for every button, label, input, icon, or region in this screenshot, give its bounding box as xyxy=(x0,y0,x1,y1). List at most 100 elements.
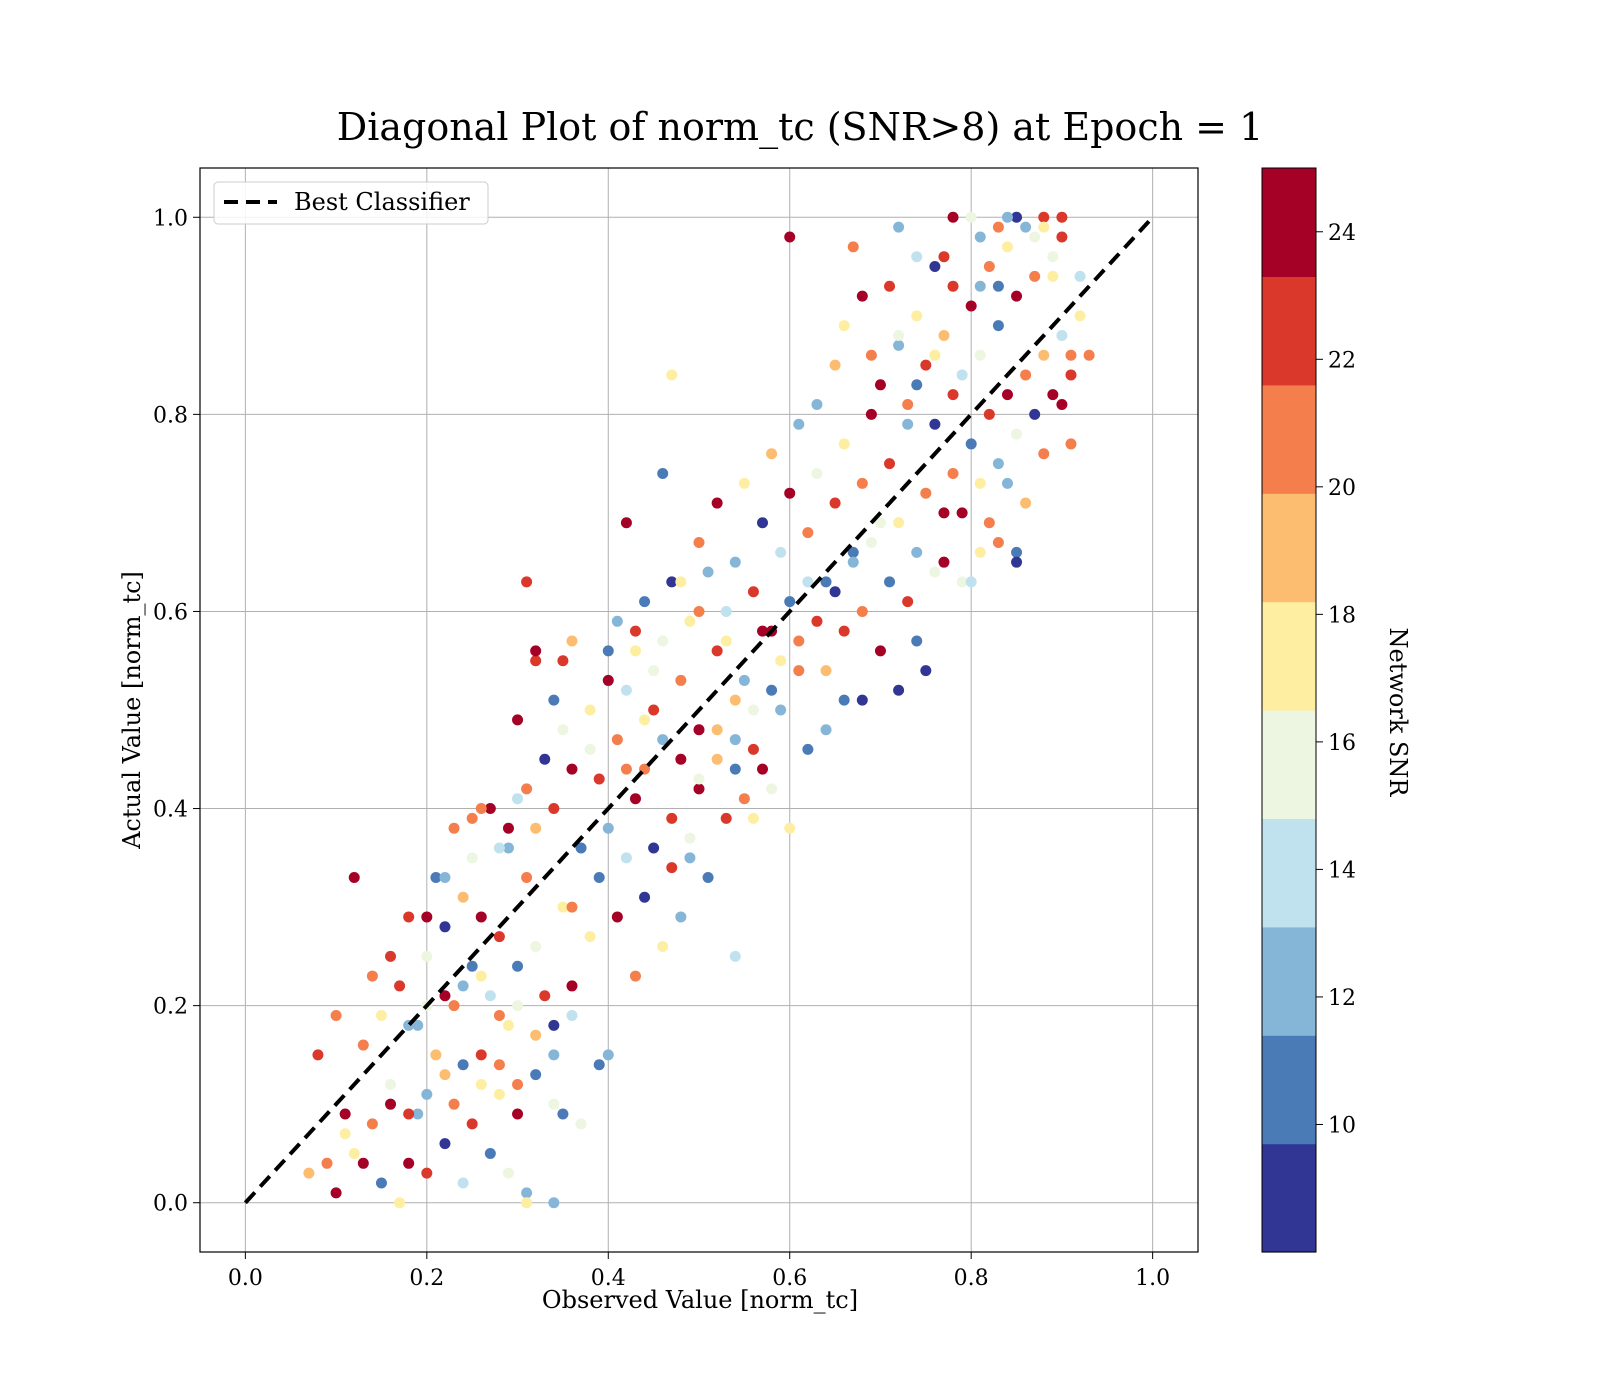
scatter-point xyxy=(330,1187,342,1199)
scatter-point xyxy=(629,793,641,805)
scatter-point xyxy=(747,743,759,755)
legend-label-best-classifier: Best Classifier xyxy=(294,188,470,216)
scatter-point xyxy=(1083,349,1095,361)
scatter-point xyxy=(466,1118,478,1130)
scatter-point xyxy=(974,231,986,243)
scatter-point xyxy=(566,1009,578,1021)
scatter-point xyxy=(403,1108,415,1120)
scatter-point xyxy=(639,596,651,608)
colorbar-segment xyxy=(1262,926,1316,1036)
scatter-point xyxy=(775,546,787,558)
scatter-point xyxy=(902,399,914,411)
scatter-point xyxy=(702,872,714,884)
scatter-point xyxy=(530,1069,542,1081)
scatter-point xyxy=(1038,448,1050,460)
scatter-point xyxy=(457,891,469,903)
scatter-point xyxy=(657,467,669,479)
scatter-point xyxy=(593,1059,605,1071)
scatter-point xyxy=(911,379,923,391)
scatter-point xyxy=(847,546,859,558)
scatter-point xyxy=(448,822,460,834)
scatter-point xyxy=(893,221,905,233)
scatter-point xyxy=(1029,231,1041,243)
scatter-point xyxy=(820,724,832,736)
scatter-point xyxy=(847,241,859,253)
scatter-point xyxy=(512,1000,524,1012)
scatter-point xyxy=(666,369,678,381)
y-tick-label: 0.2 xyxy=(153,995,188,1020)
best-classifier-line xyxy=(243,215,1155,1205)
scatter-point xyxy=(884,280,896,292)
scatter-point xyxy=(992,280,1004,292)
scatter-point xyxy=(929,418,941,430)
scatter-point xyxy=(956,369,968,381)
scatter-point xyxy=(566,901,578,913)
colorbar-segment xyxy=(1262,493,1316,603)
scatter-point xyxy=(1001,211,1013,223)
scatter-point xyxy=(1047,389,1059,401)
scatter-point xyxy=(1038,211,1050,223)
scatter-point xyxy=(439,921,451,933)
scatter-point xyxy=(602,1049,614,1061)
scatter-point xyxy=(566,635,578,647)
scatter-point xyxy=(548,694,560,706)
scatter-point xyxy=(493,1059,505,1071)
scatter-point xyxy=(1011,290,1023,302)
scatter-point xyxy=(339,1128,351,1140)
scatter-point xyxy=(421,950,433,962)
scatter-point xyxy=(1038,349,1050,361)
scatter-point xyxy=(475,970,487,982)
colorbar-tick-label: 18 xyxy=(1328,603,1356,628)
scatter-point xyxy=(829,497,841,509)
scatter-point xyxy=(484,803,496,815)
scatter-point xyxy=(747,704,759,716)
scatter-point xyxy=(793,635,805,647)
scatter-point xyxy=(856,290,868,302)
scatter-point xyxy=(838,438,850,450)
scatter-point xyxy=(648,665,660,677)
scatter-point xyxy=(475,803,487,815)
scatter-point xyxy=(920,665,932,677)
scatter-point xyxy=(838,694,850,706)
scatter-point xyxy=(965,438,977,450)
scatter-point xyxy=(348,872,360,884)
scatter-point xyxy=(983,408,995,420)
scatter-point xyxy=(1011,211,1023,223)
scatter-point xyxy=(1047,251,1059,263)
colorbar-segment xyxy=(1262,710,1316,819)
scatter-point xyxy=(321,1157,333,1169)
scatter-point xyxy=(502,842,514,854)
scatter-point xyxy=(512,793,524,805)
scatter-point xyxy=(394,980,406,992)
scatter-point xyxy=(566,763,578,775)
scatter-point xyxy=(1020,497,1032,509)
scatter-point xyxy=(1001,241,1013,253)
legend: Best Classifier xyxy=(213,181,489,225)
scatter-point xyxy=(711,753,723,765)
scatter-point xyxy=(548,1049,560,1061)
scatter-point xyxy=(512,960,524,972)
scatter-point xyxy=(521,783,533,795)
scatter-point xyxy=(330,1009,342,1021)
axis-ticks: 0.0 0.2 0.4 0.6 0.8 1.0 0.0 0.2 0.4 0.6 0.8 1.0 xyxy=(153,206,1170,1291)
scatter-point xyxy=(992,536,1004,548)
scatter-point xyxy=(584,704,596,716)
scatter-point xyxy=(639,891,651,903)
scatter-point xyxy=(811,467,823,479)
scatter-point xyxy=(865,349,877,361)
colorbar-tick-label: 10 xyxy=(1328,1113,1356,1138)
scatter-point xyxy=(1074,310,1086,322)
scatter-point xyxy=(339,1108,351,1120)
scatter-point xyxy=(992,458,1004,470)
scatter-point xyxy=(1001,389,1013,401)
scatter-point xyxy=(394,1197,406,1209)
scatter-point xyxy=(403,911,415,923)
scatter-point xyxy=(593,773,605,785)
scatter-point xyxy=(611,615,623,627)
scatter-point xyxy=(947,280,959,292)
scatter-point xyxy=(620,763,632,775)
scatter-point xyxy=(539,753,551,765)
scatter-point xyxy=(938,330,950,342)
scatter-point xyxy=(920,359,932,371)
